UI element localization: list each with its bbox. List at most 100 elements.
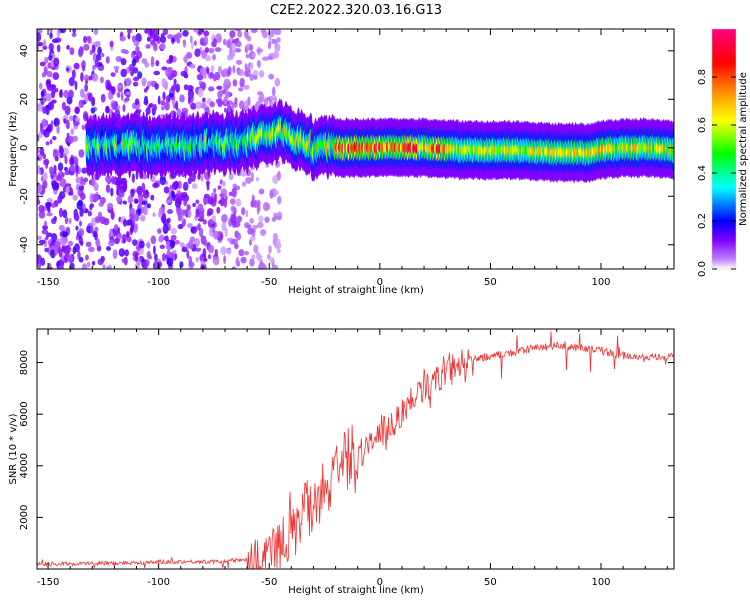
noise-speckle: [163, 186, 170, 194]
noise-speckle: [212, 74, 217, 82]
noise-speckle: [215, 98, 222, 104]
noise-speckle: [187, 95, 191, 105]
noise-speckle: [256, 48, 264, 53]
noise-speckle: [167, 209, 173, 215]
colorbar-tick-label: 0.4: [697, 165, 708, 181]
noise-speckle: [172, 249, 177, 255]
noise-speckle: [38, 42, 44, 47]
noise-speckle: [53, 117, 60, 127]
noise-speckle: [229, 30, 236, 39]
noise-speckle: [240, 256, 247, 264]
noise-speckle: [220, 246, 227, 255]
noise-speckle: [238, 249, 245, 257]
noise-speckle: [152, 212, 156, 217]
noise-speckle: [86, 225, 90, 233]
noise-speckle: [64, 250, 70, 255]
colorbar-label: Normalized spectral amplitude: [738, 72, 749, 226]
noise-speckle: [150, 56, 155, 63]
y-tick-label: 20: [19, 93, 30, 106]
noise-speckle: [61, 245, 67, 253]
noise-speckle: [48, 54, 53, 61]
noise-speckle: [270, 29, 275, 38]
noise-speckle: [186, 84, 194, 92]
noise-speckle: [209, 101, 216, 108]
noise-speckle: [133, 212, 140, 222]
noise-speckle: [262, 201, 270, 212]
noise-speckle: [161, 66, 168, 71]
noise-speckle: [62, 147, 70, 156]
noise-speckle: [79, 207, 84, 218]
noise-speckle: [207, 254, 212, 260]
noise-speckle: [57, 162, 64, 172]
noise-speckle: [188, 261, 195, 268]
snr-axes: -150 -100 -50 0 50 100 2000 4000 6000 8000: [19, 329, 674, 588]
noise-speckle: [234, 29, 242, 32]
noise-speckle: [127, 29, 132, 34]
noise-speckle: [109, 40, 114, 48]
noise-speckle: [50, 120, 54, 130]
y-tick-label: 2000: [19, 505, 30, 530]
noise-speckle: [241, 207, 246, 216]
noise-speckle: [272, 50, 280, 59]
noise-speckle: [182, 181, 189, 191]
noise-speckle: [271, 217, 277, 222]
noise-speckle: [258, 96, 264, 102]
noise-speckle: [212, 54, 216, 61]
noise-speckle: [80, 192, 86, 201]
noise-speckle: [159, 43, 166, 50]
noise-speckle: [94, 58, 99, 68]
noise-speckle: [176, 37, 181, 44]
noise-speckle: [65, 119, 70, 130]
noise-speckle: [37, 235, 43, 240]
noise-speckle: [157, 95, 161, 105]
noise-speckle: [118, 190, 125, 198]
noise-speckle: [132, 76, 139, 82]
noise-speckle: [177, 180, 182, 190]
noise-speckle: [152, 182, 159, 189]
noise-speckle: [189, 63, 196, 69]
figure-title: C2E2.2022.320.03.16.G13: [270, 3, 442, 18]
noise-speckle: [67, 240, 74, 247]
noise-speckle: [77, 47, 83, 58]
noise-speckle: [120, 91, 124, 101]
noise-speckle: [84, 83, 88, 93]
noise-speckle: [246, 35, 252, 42]
noise-speckle: [110, 72, 116, 77]
noise-speckle: [72, 29, 77, 34]
noise-speckle: [226, 248, 232, 255]
noise-speckle: [111, 86, 116, 95]
noise-speckle: [105, 79, 111, 87]
noise-speckle: [243, 100, 249, 110]
noise-speckle: [258, 188, 265, 195]
noise-speckle: [146, 80, 152, 88]
noise-speckle: [190, 41, 194, 50]
noise-speckle: [256, 59, 261, 68]
noise-speckle: [41, 229, 49, 235]
noise-speckle: [231, 266, 237, 269]
noise-speckle: [46, 232, 53, 238]
noise-speckle: [170, 69, 178, 78]
noise-speckle: [175, 100, 179, 111]
noise-speckle: [165, 199, 171, 204]
noise-speckle: [183, 84, 189, 91]
noise-speckle: [142, 174, 148, 180]
noise-speckle: [145, 107, 151, 115]
noise-speckle: [110, 211, 115, 220]
noise-speckle: [277, 195, 282, 205]
noise-speckle: [132, 81, 139, 87]
noise-speckle: [50, 217, 57, 225]
noise-speckle: [52, 135, 57, 141]
y-tick-label: 6000: [19, 401, 30, 426]
noise-speckle: [256, 203, 261, 213]
noise-speckle: [235, 256, 240, 267]
signal-cell: [670, 144, 674, 157]
noise-speckle: [219, 197, 225, 207]
noise-speckle: [125, 77, 132, 87]
noise-speckle: [245, 54, 251, 59]
noise-speckle: [146, 241, 151, 249]
noise-speckle: [162, 224, 169, 235]
noise-speckle: [223, 255, 227, 264]
noise-speckle: [45, 235, 49, 240]
noise-speckle: [71, 69, 76, 79]
noise-speckle: [203, 239, 208, 247]
